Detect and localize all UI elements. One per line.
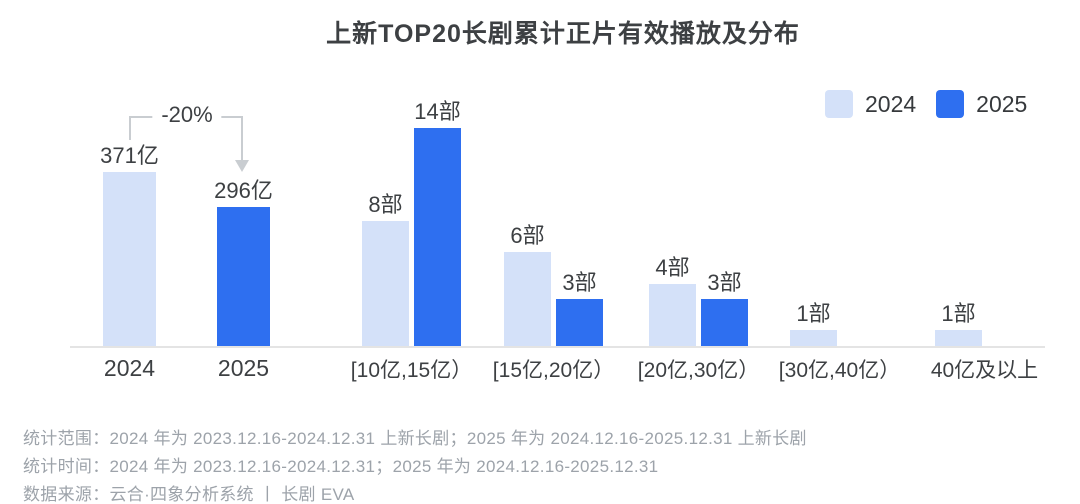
- down-arrow-icon: [235, 160, 249, 172]
- axis-tick-label: 40亿及以上: [930, 359, 1039, 382]
- legend-swatch-2025-icon: [936, 90, 965, 118]
- bar-value-label: 4部: [655, 255, 690, 280]
- bar-2025-group3: [701, 299, 748, 346]
- bar-value-label: 1部: [796, 301, 831, 326]
- legend-label-2025: 2025: [976, 90, 1028, 117]
- bar-value-label: 371亿: [100, 143, 159, 168]
- bar-2024-group1: [362, 221, 409, 346]
- axis-tick-label: 2025: [217, 355, 270, 381]
- bar-value-label: 3部: [707, 270, 742, 295]
- bar-value-label: 296亿: [214, 178, 273, 203]
- legend-swatch-2024-icon: [825, 90, 853, 118]
- axis-tick-label: 2024: [103, 355, 156, 381]
- change-percent-label: -20%: [152, 101, 222, 129]
- axis-tick-label: [10亿,15亿）: [350, 359, 473, 382]
- bar-2024: [103, 172, 156, 346]
- bar-2024-group2: [504, 252, 551, 346]
- bar-value-label: 14部: [414, 99, 461, 124]
- legend: 2024 2025: [825, 90, 1027, 118]
- bar-value-label: 1部: [941, 301, 976, 326]
- footnote-source: 数据来源：云合·四象分析系统 丨 长剧 EVA: [23, 485, 355, 504]
- x-axis-line: [70, 346, 1045, 348]
- bar-2024-group4: [790, 330, 837, 346]
- axis-tick-label: [20亿,30亿）: [637, 359, 760, 382]
- bar-2025-group2: [556, 299, 603, 346]
- bar-value-label: 8部: [368, 192, 403, 217]
- axis-tick-label: [15亿,20亿）: [492, 359, 615, 382]
- bar-2024-group3: [649, 284, 696, 346]
- bar-2024-group5: [935, 330, 982, 346]
- bar-2025-group1: [414, 128, 461, 346]
- bar-value-label: 6部: [510, 223, 545, 248]
- change-bracket-arrow-stem: [241, 116, 243, 162]
- legend-item-2024: 2024: [825, 90, 916, 118]
- legend-label-2024: 2024: [865, 90, 917, 117]
- legend-item-2025: 2025: [936, 90, 1027, 118]
- axis-tick-label: [30亿,40亿）: [778, 359, 901, 382]
- change-bracket-left-stub: [129, 116, 131, 140]
- footnote-time: 统计时间：2024 年为 2023.12.16-2024.12.31；2025 …: [23, 457, 659, 476]
- chart-title: 上新TOP20长剧累计正片有效播放及分布: [326, 20, 800, 48]
- bar-value-label: 3部: [562, 270, 597, 295]
- footnote-scope: 统计范围：2024 年为 2023.12.16-2024.12.31 上新长剧；…: [23, 429, 807, 448]
- bar-2025: [217, 207, 270, 346]
